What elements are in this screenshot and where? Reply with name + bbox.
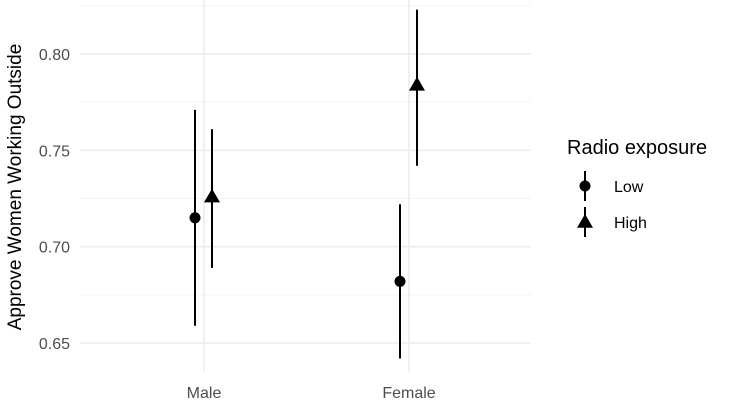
data-marks [189,9,425,359]
y-tick-label: 0.75 [39,143,70,160]
x-tick-label-male: Male [187,385,222,402]
legend-label-high: High [614,215,647,232]
y-tick-label: 0.65 [39,336,70,353]
point-low-male [189,212,201,224]
point-high-female [409,76,425,91]
x-tick-labels: Male Female [187,385,436,402]
legend-item-high: High [577,207,647,237]
legend-items: Low High [577,171,647,237]
legend: Radio exposure Low High [567,137,707,237]
y-tick-label: 0.80 [39,47,70,64]
point-high-male [204,188,220,203]
legend-key-high [577,214,593,228]
y-tick-label: 0.70 [39,240,70,257]
legend-label-low: Low [614,179,644,196]
legend-title: Radio exposure [567,137,707,159]
y-tick-labels: 0.65 0.70 0.75 0.80 [39,47,70,353]
legend-item-low: Low [579,171,644,201]
point-low-female [394,275,406,287]
x-tick-label-female: Female [382,385,435,402]
grid [80,0,531,372]
y-axis-title: Approve Women Working Outside [5,44,26,331]
legend-key-low [579,180,591,192]
